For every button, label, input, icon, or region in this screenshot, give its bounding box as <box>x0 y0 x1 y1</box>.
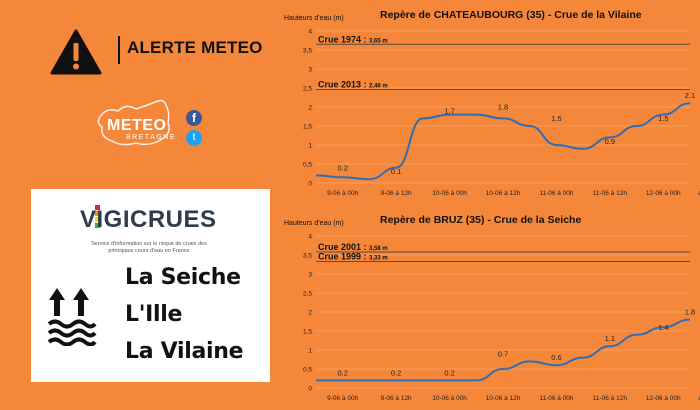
chart-bruz: Repère de BRUZ (35) - Crue de la Seiche H… <box>280 205 700 405</box>
y-tick-label: 2 <box>308 310 312 317</box>
data-label: 0.7 <box>498 349 508 358</box>
y-tick-label: 1 <box>308 348 312 355</box>
reference-line-label: Crue 2013 : 2,46 m <box>318 80 388 90</box>
x-tick-label: 9-06 à 00h <box>327 190 358 197</box>
river-name: L'Ille <box>125 302 183 327</box>
y-tick-label: 0,5 <box>303 162 312 169</box>
data-label: 1.5 <box>551 114 561 123</box>
line-chart-chateaubourg: Repère de CHATEAUBOURG (35) - Crue de la… <box>284 9 700 197</box>
x-tick-label: 11-06 à 12h <box>593 395 628 402</box>
y-tick-label: 3 <box>308 67 312 74</box>
bretagne-wordmark: BRETAGNE <box>126 134 176 141</box>
data-label: 0.2 <box>337 163 347 172</box>
warning-triangle-icon <box>50 29 102 75</box>
vigicrues-title: VIGICRUES <box>80 206 217 233</box>
alert-title: ALERTE METEO <box>127 38 263 57</box>
x-tick-label: actuellement <box>698 395 700 402</box>
y-axis-label: Hauteurs d'eau (m) <box>284 15 344 22</box>
reference-line-value: 2,46 m <box>369 84 388 90</box>
y-tick-label: 0,5 <box>303 367 312 374</box>
x-tick-label: 11-06 à 12h <box>593 190 628 197</box>
data-label: 0.2 <box>444 368 454 377</box>
chart-chateaubourg: Repère de CHATEAUBOURG (35) - Crue de la… <box>280 0 700 200</box>
data-label: 1.8 <box>498 103 508 112</box>
y-tick-label: 4 <box>308 29 312 36</box>
y-tick-label: 2,5 <box>303 86 312 93</box>
data-label: 1.7 <box>444 106 454 115</box>
alert-separator <box>118 36 120 64</box>
series-line <box>315 102 691 181</box>
data-label: 1.1 <box>605 334 615 343</box>
data-label: 0.1 <box>391 167 401 176</box>
x-tick-label: 12-06 à 00h <box>646 190 681 197</box>
twitter-icon[interactable]: t <box>186 130 202 146</box>
x-tick-label: 9-06 à 00h <box>327 395 358 402</box>
data-label: 0.2 <box>337 368 347 377</box>
y-tick-label: 2 <box>308 105 312 112</box>
line-chart-bruz: Repère de BRUZ (35) - Crue de la Seiche H… <box>284 214 700 402</box>
y-tick-label: 3 <box>308 272 312 279</box>
x-tick-label: 10-06 à 00h <box>432 190 467 197</box>
y-tick-label: 1,5 <box>303 124 312 131</box>
data-label: 1.5 <box>658 114 668 123</box>
data-label: 0.2 <box>391 368 401 377</box>
reference-line-value: 3,33 m <box>369 255 388 261</box>
y-tick-label: 3,5 <box>303 253 312 260</box>
y-tick-label: 3,5 <box>303 48 312 55</box>
river-name: La Vilaine <box>125 339 244 364</box>
y-axis-label: Hauteurs d'eau (m) <box>284 220 344 227</box>
x-tick-label: 12-06 à 00h <box>646 395 681 402</box>
x-tick-label: 11-06 à 00h <box>539 395 574 402</box>
vigicrues-panel: VIGICRUES Service d'information sur le r… <box>31 189 270 382</box>
x-tick-label: 10-06 à 12h <box>486 395 521 402</box>
river-name: La Seiche <box>125 265 241 290</box>
data-label: 0.6 <box>551 353 561 362</box>
reference-line-value: 3,58 m <box>369 246 388 252</box>
reference-line-label: Crue 1974 : 3,65 m <box>318 34 388 44</box>
rising-arrows-water-icon <box>47 288 97 346</box>
data-label: 2.1 <box>685 91 695 100</box>
x-tick-label: 11-06 à 00h <box>539 190 574 197</box>
x-tick-label: 9-06 à 12h <box>381 395 412 402</box>
bretagne-map-logo <box>97 99 170 146</box>
chart-title: Repère de CHATEAUBOURG (35) - Crue de la… <box>380 9 642 21</box>
reference-line-label: Crue 2001 : 3,58 m <box>318 242 388 252</box>
y-tick-label: 0 <box>308 386 312 393</box>
y-tick-label: 1 <box>308 143 312 150</box>
reference-line-label: Crue 1999 : 3,33 m <box>318 251 388 261</box>
x-tick-label: 9-06 à 12h <box>381 190 412 197</box>
y-tick-label: 4 <box>308 234 312 241</box>
data-label: 0.9 <box>605 137 615 146</box>
x-tick-label: actuellement <box>698 190 700 197</box>
vigicrues-subtitle: Service d'information sur le risque de c… <box>91 241 207 254</box>
data-label: 1.4 <box>658 323 668 332</box>
chart-title: Repère de BRUZ (35) - Crue de la Seiche <box>380 214 581 226</box>
facebook-icon[interactable]: f <box>186 110 202 126</box>
data-label: 1.8 <box>685 308 695 317</box>
reference-line-value: 3,65 m <box>369 38 388 44</box>
vigicrues-level-bars-icon <box>95 205 100 228</box>
series-line <box>315 318 691 382</box>
y-tick-label: 1,5 <box>303 329 312 336</box>
y-tick-label: 2,5 <box>303 291 312 298</box>
meteo-wordmark: METEO <box>107 117 167 134</box>
x-tick-label: 10-06 à 12h <box>486 190 521 197</box>
y-tick-label: 0 <box>308 181 312 188</box>
x-tick-label: 10-06 à 00h <box>432 395 467 402</box>
